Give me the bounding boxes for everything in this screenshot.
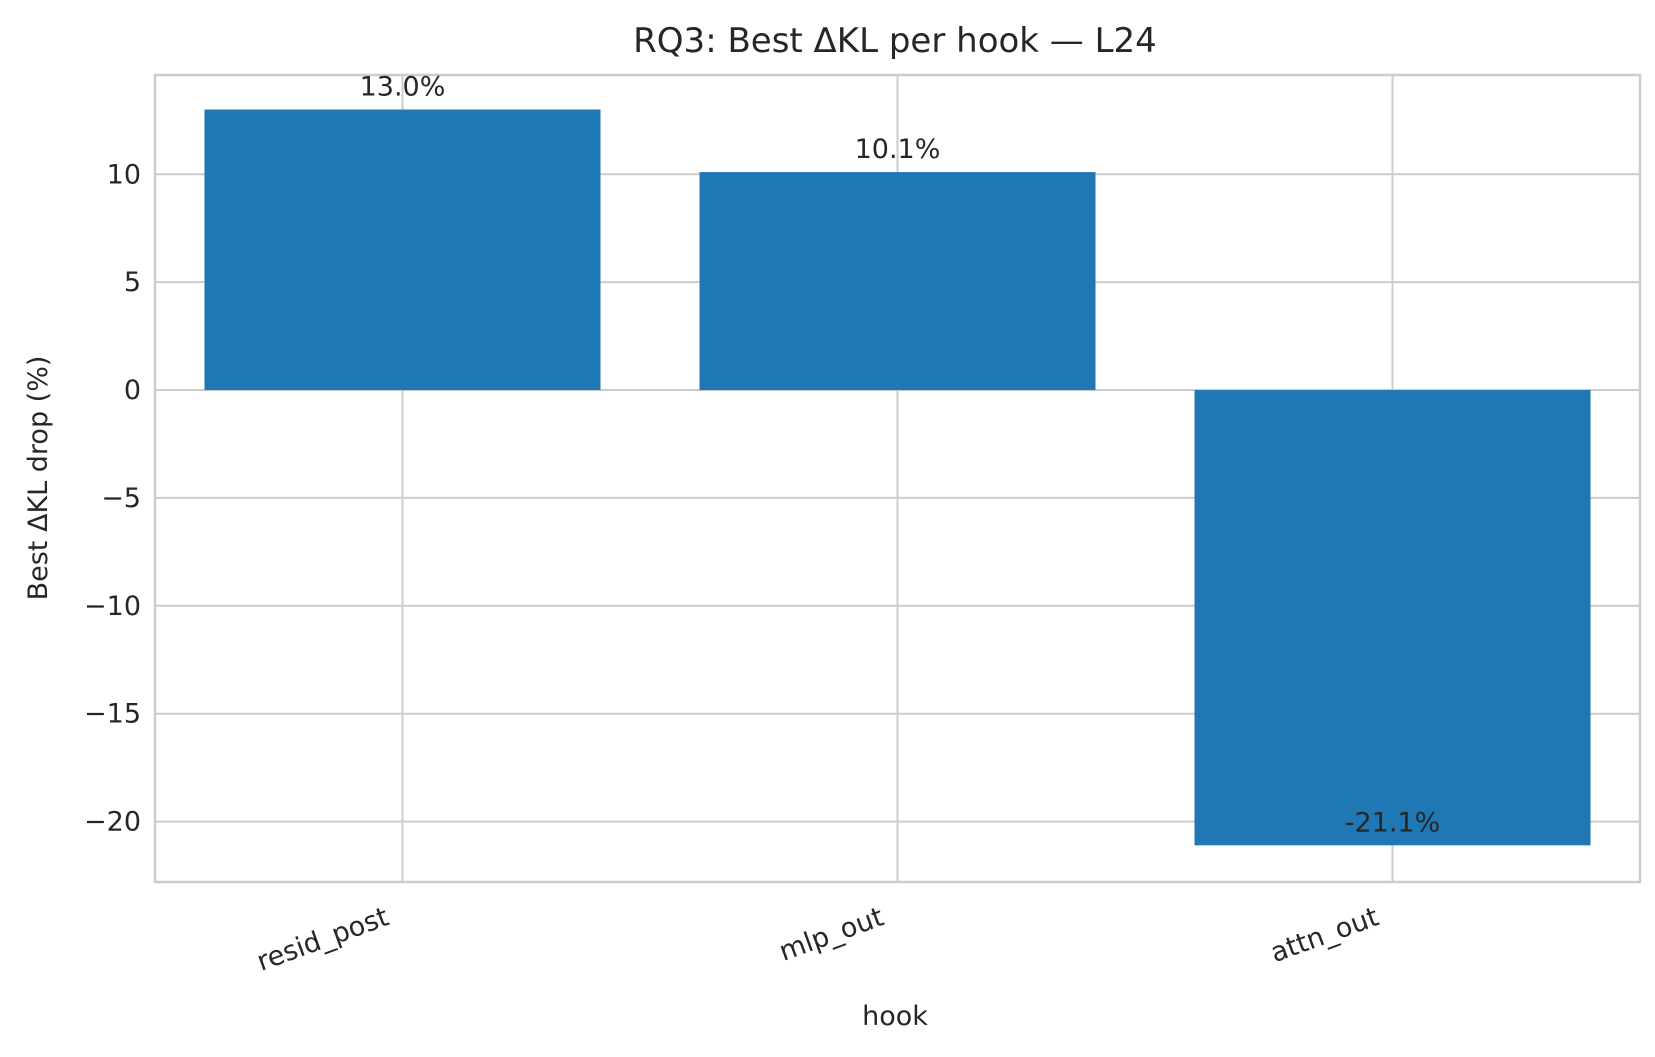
- y-tick-label: 0: [124, 375, 141, 406]
- bar-data-label: 10.1%: [855, 134, 941, 165]
- bars: [204, 109, 1591, 846]
- bar-mlp-out: [699, 172, 1096, 391]
- data-labels: 13.0% 10.1% -21.1%: [360, 72, 1441, 839]
- y-tick-label: −5: [101, 483, 141, 514]
- chart-title: RQ3: Best ΔKL per hook — L24: [633, 21, 1157, 61]
- bar-attn-out: [1194, 390, 1591, 846]
- bar-data-label: -21.1%: [1345, 807, 1441, 838]
- bar-data-label: 13.0%: [360, 72, 446, 103]
- y-tick-label: −20: [84, 807, 141, 838]
- y-tick-label: 10: [107, 159, 141, 190]
- y-tick-label: −10: [84, 591, 141, 622]
- y-tick-label: −15: [84, 699, 141, 730]
- y-axis-label: Best ΔKL drop (%): [23, 356, 54, 601]
- x-axis-label: hook: [862, 1001, 928, 1032]
- bar-resid-post: [204, 109, 601, 391]
- plot-frame: [153, 73, 1642, 884]
- y-tick-label: 5: [124, 267, 141, 298]
